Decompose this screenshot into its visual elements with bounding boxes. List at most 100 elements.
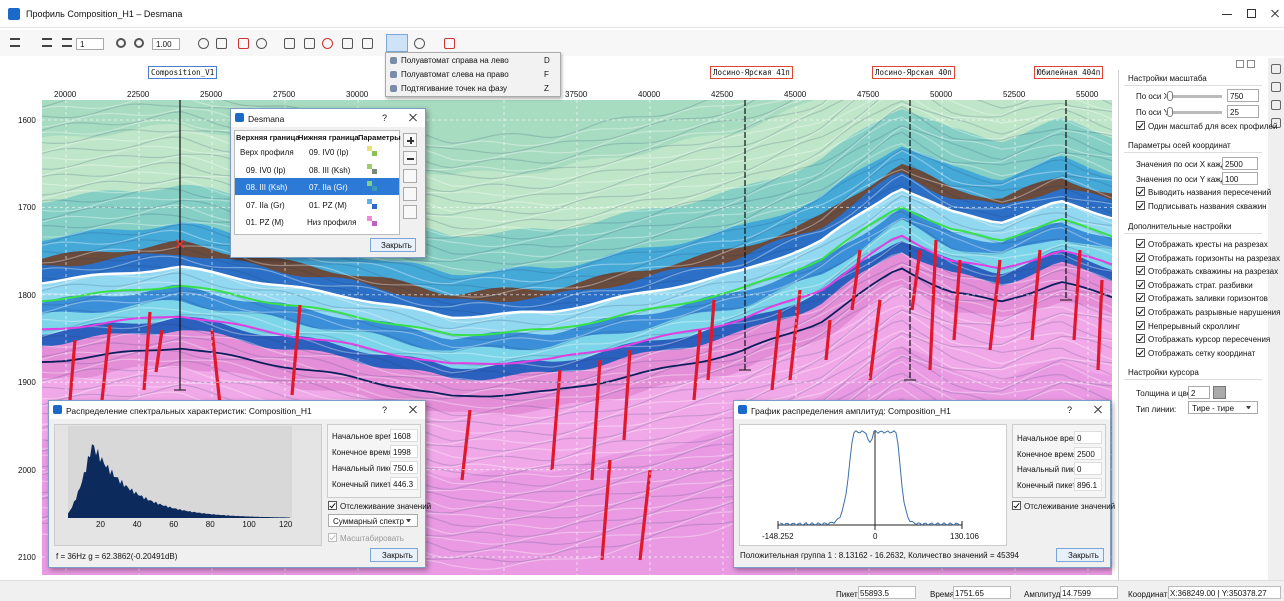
tool-button[interactable] bbox=[42, 38, 52, 47]
side-tab-icon[interactable] bbox=[1271, 82, 1281, 92]
checkbox[interactable] bbox=[1136, 121, 1145, 130]
lower-boundary[interactable]: 09. IV0 (Ip) bbox=[309, 148, 349, 157]
panel-close-button[interactable] bbox=[1247, 60, 1255, 68]
x-tick-label: 120 bbox=[279, 520, 293, 529]
tool-button[interactable] bbox=[10, 38, 20, 47]
tool-button[interactable] bbox=[62, 38, 72, 47]
help-button[interactable]: ? bbox=[1067, 405, 1073, 415]
close-button-label[interactable]: Закрыть bbox=[382, 551, 413, 560]
close-button[interactable] bbox=[370, 548, 418, 562]
checkbox[interactable] bbox=[1136, 279, 1145, 289]
zoom-button[interactable] bbox=[116, 38, 126, 48]
spin-box[interactable] bbox=[1222, 172, 1258, 185]
mode-select[interactable] bbox=[328, 514, 418, 527]
upper-boundary[interactable]: 01. PZ (M) bbox=[246, 218, 284, 228]
close-button-label[interactable]: Закрыть bbox=[1068, 551, 1099, 560]
checkbox[interactable] bbox=[1136, 307, 1145, 316]
line-type-select[interactable] bbox=[1188, 401, 1258, 414]
checkbox-label[interactable]: Отображать страт. разбивки bbox=[1148, 280, 1253, 290]
lower-boundary[interactable]: Низ профиля bbox=[307, 218, 357, 228]
close-button[interactable] bbox=[370, 238, 416, 252]
tool-button[interactable] bbox=[444, 38, 455, 49]
upper-boundary[interactable]: 07. IIa (Gr) bbox=[246, 200, 285, 210]
spin-box[interactable] bbox=[1222, 157, 1258, 170]
side-tab-icon[interactable] bbox=[1271, 64, 1281, 74]
minimize-button[interactable] bbox=[1222, 14, 1232, 15]
checkbox[interactable] bbox=[328, 501, 337, 510]
checkbox-label: Отслеживание значений bbox=[1024, 502, 1116, 511]
field-label: Конечный пикет: bbox=[332, 480, 394, 489]
field-value[interactable]: Тире - тире bbox=[1192, 404, 1235, 413]
checkbox-label[interactable]: Один масштаб для всех профилей bbox=[1148, 122, 1278, 131]
checkbox-label[interactable]: Отображать разрывные нарушения bbox=[1148, 308, 1281, 317]
checkbox[interactable] bbox=[1136, 334, 1145, 344]
icon bbox=[390, 57, 397, 64]
checkbox-label[interactable]: Выводить названия пересечений bbox=[1148, 188, 1272, 197]
side-tab-icon[interactable] bbox=[1271, 118, 1281, 128]
side-tab-icon[interactable] bbox=[1271, 100, 1281, 110]
tool-button[interactable] bbox=[238, 38, 249, 49]
zoom-input[interactable] bbox=[152, 38, 180, 50]
menu-item[interactable]: Подтягивание точек на фазу bbox=[401, 84, 508, 93]
side-button[interactable] bbox=[403, 205, 417, 219]
tool-button[interactable] bbox=[414, 38, 425, 49]
close-button[interactable] bbox=[1056, 548, 1104, 562]
side-button[interactable] bbox=[403, 169, 417, 183]
menu-item[interactable]: Полуавтомат справа на лево bbox=[401, 56, 509, 65]
slider[interactable] bbox=[1166, 111, 1222, 114]
zoom-value: 1.00 bbox=[156, 40, 172, 49]
checkbox-label[interactable]: Отображать скважины на разрезах bbox=[1148, 267, 1279, 277]
spin-box[interactable] bbox=[1227, 89, 1259, 102]
maximize-button[interactable] bbox=[1247, 9, 1256, 18]
checkbox[interactable] bbox=[1136, 320, 1145, 330]
checkbox[interactable] bbox=[328, 533, 337, 542]
upper-boundary[interactable]: 08. III (Ksh) bbox=[246, 183, 288, 193]
tool-button-active[interactable] bbox=[386, 34, 408, 52]
close-button-label[interactable]: Закрыть bbox=[381, 241, 412, 250]
zoom-button[interactable] bbox=[134, 38, 144, 48]
checkbox[interactable] bbox=[1136, 201, 1145, 210]
tool-button[interactable] bbox=[256, 38, 267, 49]
checkbox[interactable] bbox=[1136, 293, 1145, 303]
tool-button[interactable] bbox=[216, 38, 227, 49]
checkbox[interactable] bbox=[1136, 187, 1145, 196]
checkbox[interactable] bbox=[1136, 252, 1145, 262]
spin-box[interactable] bbox=[1227, 105, 1259, 118]
tool-button[interactable] bbox=[342, 38, 353, 49]
page-input[interactable] bbox=[76, 38, 104, 50]
side-button[interactable] bbox=[403, 187, 417, 201]
tool-button[interactable] bbox=[284, 38, 295, 49]
checkbox[interactable] bbox=[1136, 239, 1145, 248]
tool-button[interactable] bbox=[322, 38, 333, 49]
help-button[interactable]: ? bbox=[382, 113, 388, 123]
tool-button[interactable] bbox=[304, 38, 315, 49]
help-button[interactable]: ? bbox=[382, 405, 388, 415]
upper-boundary[interactable]: Верх профиля bbox=[240, 148, 294, 157]
slider-thumb[interactable] bbox=[1167, 91, 1173, 101]
checkbox-label[interactable]: Отображать заливки горизонтов bbox=[1148, 294, 1268, 304]
tool-button[interactable] bbox=[198, 38, 209, 49]
checkbox-label[interactable]: Отображать горизонты на разрезах bbox=[1148, 253, 1281, 263]
checkbox-label[interactable]: Непрерывный скроллинг bbox=[1148, 321, 1241, 331]
checkbox-label[interactable]: Отображать кресты на разрезах bbox=[1148, 240, 1268, 249]
slider[interactable] bbox=[1166, 95, 1222, 98]
lower-boundary[interactable]: 01. PZ (M) bbox=[309, 200, 347, 210]
checkbox-label[interactable]: Подписывать названия скважин bbox=[1148, 202, 1267, 211]
icon bbox=[53, 405, 62, 414]
checkbox[interactable] bbox=[1012, 501, 1021, 510]
lower-boundary[interactable]: 07. IIa (Gr) bbox=[309, 183, 348, 193]
tool-button[interactable] bbox=[362, 38, 373, 49]
slider-thumb[interactable] bbox=[1167, 107, 1173, 117]
lower-boundary[interactable]: 08. III (Ksh) bbox=[309, 165, 351, 175]
upper-boundary[interactable]: 09. IV0 (Ip) bbox=[246, 165, 286, 175]
checkbox-label[interactable]: Отображать сетку координат bbox=[1148, 348, 1256, 358]
checkbox-label[interactable]: Отображать курсор пересечения bbox=[1148, 335, 1271, 345]
menu-item[interactable]: Полуавтомат слева на право bbox=[401, 70, 509, 79]
panel-float-button[interactable] bbox=[1236, 60, 1244, 68]
checkbox-label: Отслеживание значений bbox=[340, 502, 432, 511]
spin-box[interactable] bbox=[1188, 386, 1210, 399]
checkbox[interactable] bbox=[1136, 347, 1145, 357]
mode-value[interactable]: Суммарный спектр bbox=[333, 517, 404, 526]
checkbox[interactable] bbox=[1136, 266, 1145, 276]
color-button[interactable] bbox=[1213, 386, 1226, 399]
